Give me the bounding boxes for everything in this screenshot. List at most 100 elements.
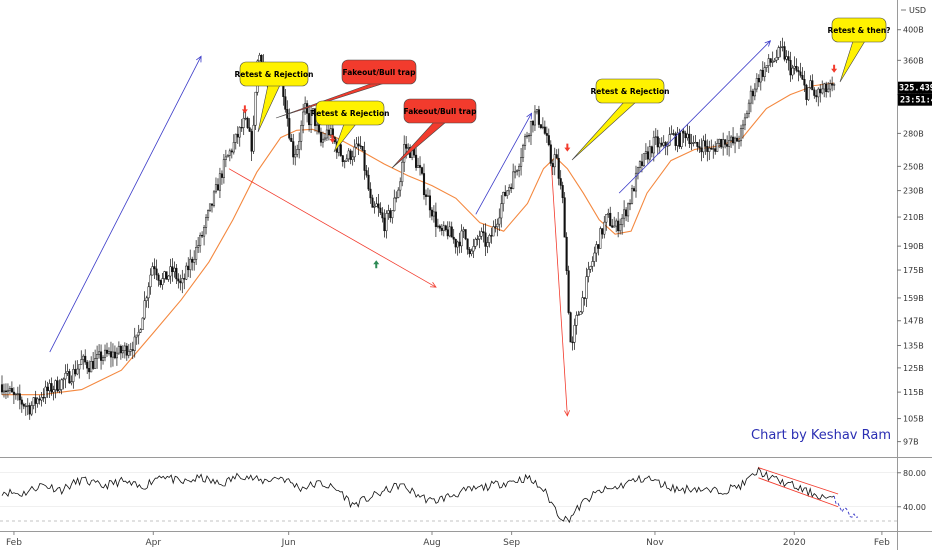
candle-body <box>696 142 699 147</box>
candle-body <box>474 239 477 247</box>
candle-body <box>730 136 733 141</box>
candle <box>30 401 33 417</box>
candle-body <box>141 317 144 330</box>
candle <box>462 226 465 238</box>
price-tick-label: 97B <box>903 438 919 447</box>
candle-body <box>769 58 772 63</box>
candle-body <box>70 381 73 384</box>
candle-body <box>747 102 750 114</box>
candle-body <box>692 142 695 144</box>
candle <box>698 139 701 153</box>
candle-body <box>704 140 707 147</box>
candle-body <box>242 118 245 128</box>
candle <box>357 136 360 155</box>
candle-body <box>676 132 679 146</box>
candle <box>755 73 758 93</box>
candle-body <box>506 190 509 196</box>
candle-body <box>68 371 71 384</box>
candle-body <box>510 187 513 189</box>
candle-body <box>632 188 636 192</box>
candle <box>343 160 346 169</box>
candle-body <box>609 212 612 226</box>
candle <box>531 120 535 133</box>
candle <box>60 378 63 395</box>
candle <box>573 318 576 350</box>
candle <box>656 129 659 155</box>
candle <box>137 324 140 345</box>
candle <box>636 166 640 180</box>
candle <box>714 141 717 155</box>
candle <box>210 203 214 213</box>
candle <box>716 138 719 152</box>
candle <box>391 210 394 224</box>
candle-body <box>248 127 251 132</box>
candle-body <box>403 144 406 163</box>
time-tick-label: Aug <box>423 538 441 548</box>
candle-body <box>173 267 176 273</box>
candle <box>248 118 251 132</box>
candle-body <box>831 83 834 86</box>
candle <box>442 221 445 237</box>
candle-body <box>700 147 703 153</box>
candle <box>216 178 220 191</box>
candle-body <box>450 226 453 238</box>
candle-body <box>484 232 487 247</box>
candle <box>805 83 808 106</box>
candle <box>753 83 756 101</box>
candle-body <box>56 380 59 392</box>
candle-body <box>603 221 606 235</box>
candle <box>680 129 683 150</box>
candle-body <box>615 220 618 227</box>
candle <box>381 207 384 223</box>
candle <box>151 262 154 276</box>
candle <box>745 110 748 119</box>
candle <box>817 87 820 107</box>
candle-body <box>127 351 130 356</box>
candle-body <box>599 228 602 249</box>
candle-body <box>139 329 142 333</box>
candle <box>28 402 31 420</box>
candle-body <box>52 389 55 393</box>
candle <box>490 227 493 244</box>
candle-body <box>418 165 422 168</box>
candle-body <box>601 228 604 235</box>
callout-box <box>595 78 665 104</box>
candle <box>127 344 130 359</box>
candle <box>117 341 120 355</box>
candle <box>650 145 653 158</box>
candle-body <box>480 231 483 237</box>
candle-body <box>833 83 836 86</box>
candle-body <box>430 209 433 217</box>
candle-body <box>787 56 790 61</box>
candle-body <box>819 88 822 94</box>
candle <box>131 341 134 360</box>
candle-body <box>155 268 158 276</box>
candle-body <box>355 143 358 148</box>
candle <box>119 344 122 360</box>
candle <box>187 257 190 278</box>
candle <box>749 85 752 113</box>
rsi-channel-lower <box>758 477 839 508</box>
candle-body <box>644 151 647 154</box>
candle <box>145 295 148 308</box>
candle <box>220 170 223 185</box>
candle-body <box>755 78 758 90</box>
candle-body <box>18 393 21 401</box>
candle-body <box>137 331 140 336</box>
candle <box>22 402 25 410</box>
candle-body <box>476 238 479 241</box>
candle-body <box>40 397 43 401</box>
candle <box>785 50 788 64</box>
candle <box>369 182 372 204</box>
candle-body <box>119 345 122 354</box>
candle-body <box>765 65 768 68</box>
candle-body <box>745 113 748 119</box>
candle <box>345 154 348 162</box>
candle <box>454 238 457 254</box>
candle <box>415 147 418 171</box>
candle <box>418 156 422 176</box>
price-tick-label: 147B <box>903 317 924 326</box>
candle-body <box>638 161 642 168</box>
candle-body <box>101 357 105 361</box>
